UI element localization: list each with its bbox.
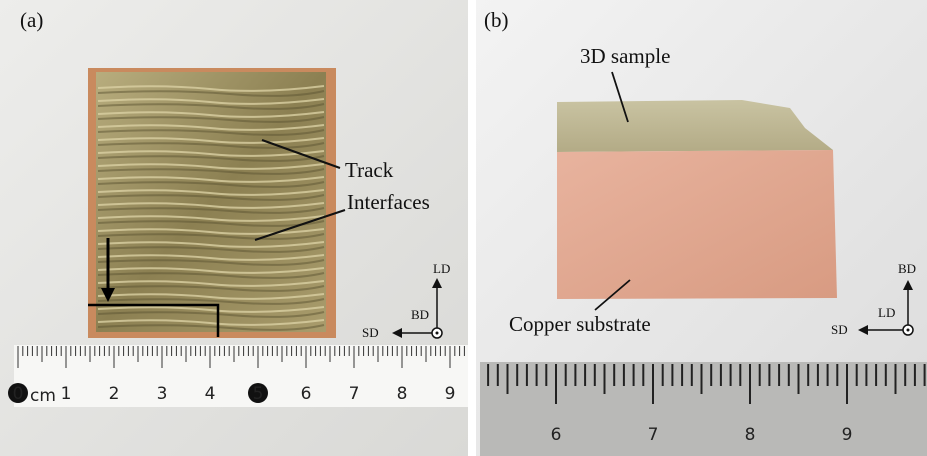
annotation: 3D sample bbox=[580, 44, 670, 68]
axis-dot bbox=[907, 329, 910, 332]
ruler-number: 2 bbox=[109, 384, 120, 404]
ruler-number: 9 bbox=[445, 384, 456, 404]
axis-dot bbox=[436, 332, 439, 335]
figure: 0123456789cm (a) Track Interfaces LD BD … bbox=[0, 0, 927, 456]
annotation: Interfaces bbox=[347, 190, 430, 214]
direction-label: LD bbox=[433, 261, 450, 276]
direction-label: BD bbox=[898, 261, 916, 276]
panel-label: (b) bbox=[484, 8, 509, 32]
annotation: Track bbox=[345, 158, 394, 182]
ruler-number: 6 bbox=[551, 425, 562, 445]
direction-label: BD bbox=[411, 307, 429, 322]
ruler-number: 7 bbox=[349, 384, 360, 404]
ruler-number: 8 bbox=[397, 384, 408, 404]
ruler-number: 0 bbox=[13, 384, 24, 404]
ruler-unit: cm bbox=[30, 386, 56, 406]
ruler-number: 9 bbox=[842, 425, 853, 445]
panel-b: 6 7 8 9 (b) 3D sample Copper substrate BD L… bbox=[476, 0, 927, 456]
ruler-number: 6 bbox=[301, 384, 312, 404]
direction-label: SD bbox=[831, 322, 848, 337]
ruler-number: 4 bbox=[205, 384, 216, 404]
ruler-number: 5 bbox=[253, 384, 264, 404]
ruler-number: 7 bbox=[648, 425, 659, 445]
panel-label: (a) bbox=[20, 8, 43, 32]
ruler-number: 8 bbox=[745, 425, 756, 445]
direction-label: LD bbox=[878, 305, 895, 320]
copper-substrate bbox=[557, 150, 837, 299]
deposited-sample bbox=[96, 72, 326, 332]
direction-label: SD bbox=[362, 325, 379, 340]
ruler-number: 3 bbox=[157, 384, 168, 404]
annotation: Copper substrate bbox=[509, 312, 651, 336]
ruler-number: 1 bbox=[61, 384, 72, 404]
